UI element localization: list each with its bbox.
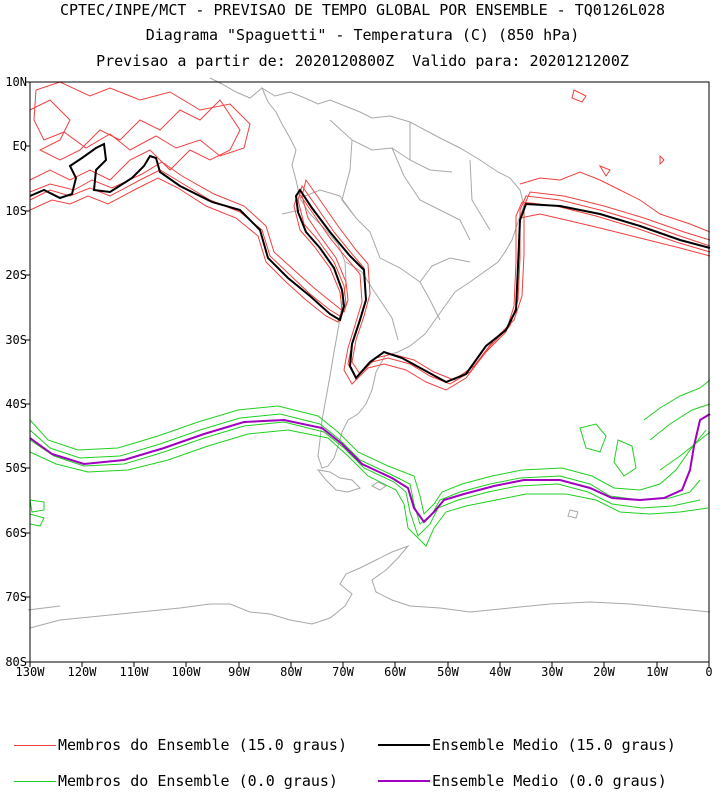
axis-ticks (25, 81, 710, 667)
coastline-layer (27, 77, 711, 629)
title-line-2: Diagrama "Spaguetti" - Temperatura (C) (… (145, 26, 580, 44)
lon-label: 40W (489, 665, 511, 679)
member-15c-line (29, 177, 711, 391)
legend-swatch-mean-15c (378, 744, 430, 746)
south-georgia (567, 509, 579, 519)
member-0c-line (29, 499, 45, 527)
central-america-coastline (209, 77, 263, 99)
lon-label: 50W (437, 665, 459, 679)
lon-label: 70W (332, 665, 354, 679)
legend-swatch-member-15c (14, 745, 56, 746)
legend-swatch-mean-0c (378, 780, 430, 782)
lon-label: 130W (15, 665, 45, 679)
lat-label: 50S (5, 461, 27, 475)
south-america-coastline (260, 86, 525, 469)
member-15c-contours (29, 81, 711, 391)
member-0c-contours (29, 379, 711, 547)
title-line-1: CPTEC/INPE/MCT - PREVISAO DE TEMPO GLOBA… (59, 1, 666, 19)
member-15c-line (571, 89, 665, 177)
lon-label: 60W (384, 665, 406, 679)
lon-label: 90W (228, 665, 250, 679)
lat-label: 20S (5, 268, 27, 282)
mean-15c-line (29, 142, 711, 384)
lon-label: 10W (646, 665, 668, 679)
lat-label: 10N (5, 75, 27, 89)
member-15c-line (519, 171, 711, 257)
lon-label: 20W (593, 665, 615, 679)
map-frame (29, 81, 710, 663)
legend-label-mean-15c: Ensemble Medio (15.0 graus) (432, 736, 676, 754)
tierra-del-fuego (316, 469, 361, 493)
member-0c-line (29, 405, 707, 515)
member-0c-line (29, 421, 701, 537)
lon-label: 100W (171, 665, 201, 679)
map-frame-layer (25, 81, 710, 667)
member-15c-line (29, 99, 241, 181)
member-15c-line (29, 161, 711, 381)
lon-label: 30W (541, 665, 563, 679)
legend-label-mean-0c: Ensemble Medio (0.0 graus) (432, 772, 667, 790)
title-line-3: Previsao a partir de: 2020120800Z Valido… (96, 52, 629, 70)
lat-label: 40S (5, 397, 27, 411)
lat-label: 30S (5, 333, 27, 347)
mean-0c-line (29, 413, 711, 524)
lat-label: EQ (12, 139, 27, 153)
lat-label: 10S (5, 204, 27, 218)
country-borders (281, 119, 491, 341)
lat-ticks (25, 81, 30, 663)
lon-label: 110W (119, 665, 149, 679)
member-15c-line (33, 81, 251, 157)
legend-swatch-member-0c (14, 781, 56, 782)
lon-label: 80W (280, 665, 302, 679)
member-0c-line (29, 429, 709, 547)
member-0c-line (29, 413, 701, 525)
legend-label-member-15c: Membros do Ensemble (15.0 graus) (58, 736, 347, 754)
antarctica-coastline (27, 544, 711, 629)
lon-label: 120W (67, 665, 97, 679)
member-15c-line (29, 169, 711, 385)
lat-label: 60S (5, 526, 27, 540)
falkland-islands (371, 481, 387, 491)
lon-label: 0 (705, 665, 713, 679)
lat-label: 80S (5, 655, 27, 669)
legend-label-member-0c: Membros do Ensemble (0.0 graus) (58, 772, 338, 790)
lon-ticks (29, 662, 710, 667)
member-0c-line (579, 379, 711, 477)
lat-label: 70S (5, 590, 27, 604)
